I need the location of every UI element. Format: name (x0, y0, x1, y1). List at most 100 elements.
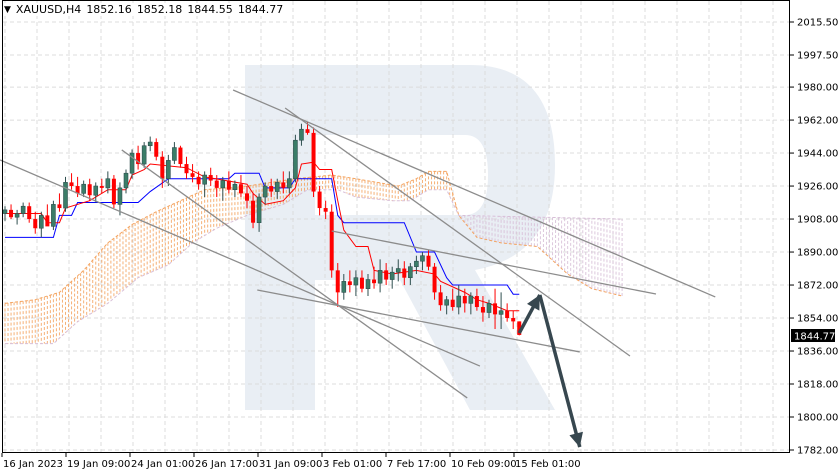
candle-bull (444, 299, 449, 306)
time-axis[interactable]: 16 Jan 2023 19 Jan 09:00 24 Jan 01:00 26 Ja… (1, 453, 581, 470)
candle-bull (232, 183, 238, 191)
y-tick-label: 1836.00 (797, 347, 838, 358)
candle-bull (105, 178, 111, 189)
y-tick-label: 1800.00 (797, 413, 838, 424)
x-tick-label: 7 Feb 17:00 (387, 459, 446, 470)
candle-bear (245, 193, 249, 201)
candle-bear (111, 178, 116, 205)
arrowhead-icon (569, 431, 583, 448)
x-tick-label: 3 Feb 01:00 (323, 459, 382, 470)
watermark-logo-r (245, 65, 555, 410)
forecast-arrow-down (538, 294, 582, 448)
y-tick-label: 1926.00 (797, 182, 838, 193)
candle-bear (208, 175, 213, 181)
candles (2, 121, 522, 336)
candle-bull (38, 215, 44, 229)
candle-bear (329, 211, 334, 271)
candle-bear (27, 206, 32, 220)
watermark-r-shape (245, 65, 555, 410)
candle-bear (474, 296, 479, 308)
candle-bear (432, 266, 437, 293)
candle-bull (365, 279, 371, 289)
y-tick-label: 1854.00 (797, 314, 838, 325)
candle-bear (359, 277, 364, 289)
x-tick-label: 26 Jan 17:00 (195, 459, 258, 470)
candle-bear (154, 142, 159, 157)
candle-bull (299, 128, 304, 141)
candle-bear (402, 268, 407, 278)
candle-bear (450, 299, 455, 308)
candle-bear (9, 209, 14, 218)
candle-bear (323, 208, 328, 212)
plot-frame (2, 0, 790, 453)
x-tick-label: 24 Jan 01:00 (131, 459, 194, 470)
candle-bull (414, 260, 419, 268)
candle-bear (462, 296, 467, 304)
trendline (121, 149, 468, 399)
candle-bear (505, 310, 510, 319)
candle-bull (129, 152, 135, 174)
candle-bear (75, 186, 80, 194)
candle-bear (438, 292, 443, 306)
x-tick-label: 15 Feb 01:00 (515, 459, 581, 470)
low-value: 1844.55 (187, 3, 233, 16)
candle-bear (136, 153, 141, 165)
y-tick-label: 1980.00 (797, 83, 838, 94)
price-axis[interactable]: 2015.50 1997.50 1980.00 1962.00 1944.00 1926.… (790, 18, 838, 457)
candle-bull (220, 180, 226, 189)
candle-bull (172, 147, 177, 161)
candle-bear (480, 307, 485, 313)
candle-bear (99, 186, 104, 188)
y-tick-label: 1890.00 (797, 248, 838, 259)
y-tick-label: 1997.50 (797, 50, 838, 61)
y-tick-label: 1962.00 (797, 116, 838, 127)
senkou-span-a-line (4, 170, 623, 304)
candle-bear (214, 180, 219, 188)
candle-bull (341, 281, 347, 293)
trendline (257, 289, 580, 353)
candle-bear (190, 173, 195, 177)
candle-bull (93, 185, 99, 196)
senkou-span-b-line (5, 189, 623, 345)
grid (3, 1, 789, 452)
candle-bear (493, 303, 498, 315)
symbol-label: XAUUSD,H4 (15, 3, 82, 16)
candle-bull (14, 213, 20, 218)
candle-bull (420, 255, 425, 262)
candle-bull (63, 182, 68, 209)
candle-bull (353, 277, 359, 286)
current-price-label: 1844.77 (791, 329, 835, 343)
candle-bull (202, 174, 207, 185)
candle-bear (372, 279, 377, 284)
candle-bear (317, 191, 322, 209)
trendlines[interactable] (0, 89, 716, 399)
ichimoku-cloud (4, 170, 623, 345)
y-tick-label: 1908.00 (797, 215, 838, 226)
candle-bull (389, 271, 395, 280)
candle-bear (384, 270, 389, 280)
candle-bear (226, 180, 231, 190)
y-tick-label: 1872.00 (797, 281, 838, 292)
candle-bear (305, 129, 310, 133)
triangle-down-icon[interactable]: ▼ (4, 4, 11, 15)
y-tick-label: 2015.50 (797, 18, 838, 29)
candle-bull (395, 268, 401, 273)
candle-bull (117, 187, 123, 205)
candle-bull (2, 209, 8, 214)
trendline (0, 159, 481, 367)
close-value: 1844.77 (237, 3, 284, 16)
forecast-arrows[interactable] (517, 294, 583, 448)
y-tick-label: 1818.00 (797, 380, 838, 391)
trendline (284, 107, 631, 357)
high-value: 1852.18 (136, 3, 183, 16)
x-tick-label: 31 Jan 09:00 (259, 459, 322, 470)
candle-bull (51, 204, 56, 227)
candle-bull (81, 183, 86, 194)
candle-bull (141, 145, 147, 165)
current-price-value: 1844.77 (794, 332, 835, 343)
candle-bear (196, 176, 201, 185)
candle-bear (335, 270, 340, 293)
candle-bear (45, 215, 50, 227)
candle-bull (377, 270, 383, 284)
